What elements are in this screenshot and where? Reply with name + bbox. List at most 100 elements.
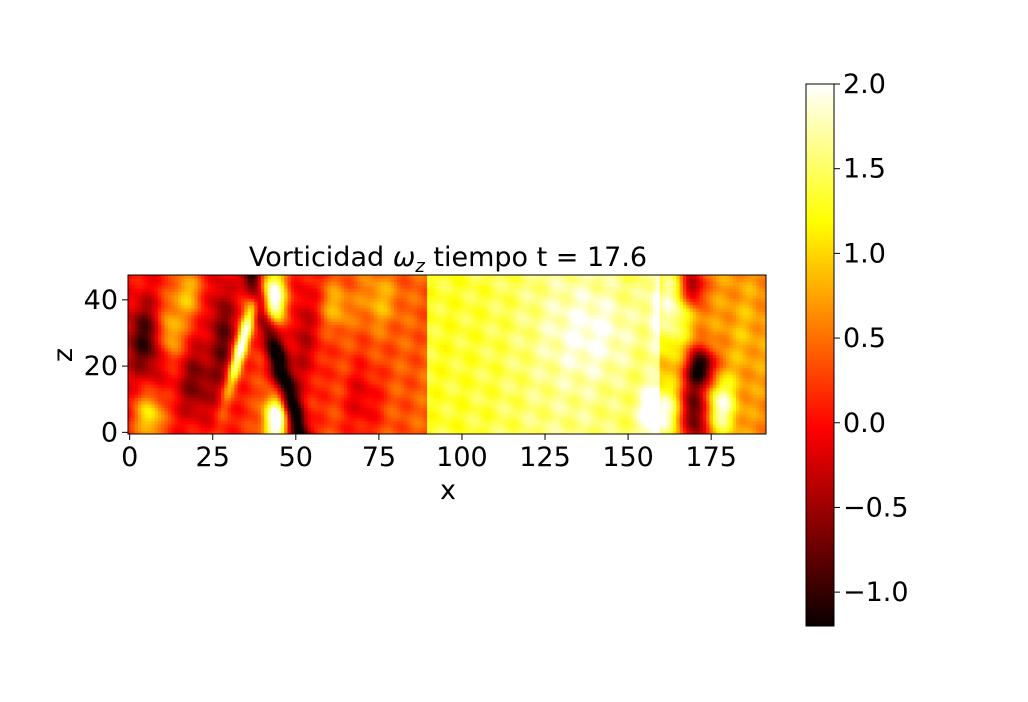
heatmap-cell [201,394,205,398]
heatmap-cell [207,351,212,355]
heatmap-cell [659,404,664,408]
heatmap-cell [440,351,445,355]
heatmap-cell [340,414,345,418]
heatmap-cell [294,347,298,352]
heatmap-cell [476,390,481,395]
heatmap-cell [513,347,518,352]
heatmap-cell [559,357,564,362]
heatmap-cell [260,371,265,375]
heatmap-cell [486,351,491,355]
heatmap-cell [752,384,757,389]
heatmap-cell [357,387,361,392]
heatmap-cell [234,347,239,352]
heatmap-cell [403,404,408,408]
heatmap-cell [473,354,478,359]
heatmap-cell [177,417,182,422]
heatmap-cell [284,390,288,395]
heatmap-cell [696,414,700,418]
heatmap-cell [141,404,146,408]
heatmap-cell [523,427,528,432]
heatmap-cell [576,367,581,372]
heatmap-cell [619,410,624,415]
heatmap-cell [460,407,465,412]
heatmap-cell [486,407,491,412]
heatmap-cell [513,367,518,372]
heatmap-cell [343,347,348,352]
heatmap-cell [250,427,255,432]
heatmap-cell [427,410,431,415]
heatmap-cell [240,357,245,362]
heatmap-cell [377,404,381,408]
heatmap-cell [330,397,335,402]
heatmap-cell [171,351,175,355]
heatmap-cell [762,377,766,382]
heatmap-cell [563,414,568,418]
heatmap-cell [280,364,285,369]
heatmap-cell [383,384,388,389]
heatmap-cell [596,427,601,432]
heatmap-cell [247,400,252,405]
heatmap-cell [224,424,229,428]
heatmap-cell [347,367,352,372]
heatmap-cell [337,430,342,434]
heatmap-cell [662,410,667,415]
heatmap-cell [559,381,564,385]
heatmap-cell [679,387,684,392]
heatmap-cell [716,394,720,398]
heatmap-cell [626,357,631,362]
heatmap-cell [197,430,202,434]
heatmap-cell [327,430,332,434]
heatmap-cell [357,371,361,375]
heatmap-cell [277,390,282,395]
heatmap-cell [423,357,428,362]
heatmap-cell [357,427,361,432]
heatmap-cell [762,430,766,434]
heatmap-cell [510,417,514,422]
heatmap-cell [383,417,388,422]
heatmap-cell [692,377,697,382]
heatmap-cell [712,357,717,362]
heatmap-cell [629,347,634,352]
heatmap-cell [520,374,524,379]
heatmap-cell [672,361,677,365]
heatmap-cell [357,390,361,395]
heatmap-cell [147,347,152,352]
heatmap-cell [144,364,149,369]
heatmap-cell [662,361,667,365]
heatmap-cell [490,361,494,365]
heatmap-cell [546,371,551,375]
heatmap-cell [536,400,541,405]
heatmap-cell [167,354,172,359]
heatmap-cell [167,410,172,415]
heatmap-cell [437,427,441,432]
heatmap-cell [154,357,159,362]
heatmap-cell [390,400,395,405]
heatmap-cell [224,394,229,398]
heatmap-cell [144,417,149,422]
heatmap-cell [540,367,544,372]
heatmap-cell [157,414,162,418]
heatmap-cell [480,394,484,398]
heatmap-cell [357,400,361,405]
heatmap-cell [417,417,421,422]
heatmap-cell [157,427,162,432]
heatmap-cell [417,374,421,379]
heatmap-cell [606,387,611,392]
heatmap-cell [669,357,674,362]
heatmap-cell [257,364,262,369]
heatmap-cell [440,427,445,432]
heatmap-cell [506,347,511,352]
heatmap-cell [373,414,378,418]
heatmap-cell [679,364,684,369]
heatmap-cell [257,390,262,395]
heatmap-cell [290,417,295,422]
heatmap-cell [530,374,534,379]
heatmap-cell [453,357,458,362]
heatmap-cell [583,420,587,425]
heatmap-cell [722,384,727,389]
heatmap-cell [167,400,172,405]
heatmap-cell [573,371,577,375]
heatmap-cell [191,397,195,402]
heatmap-cell [320,357,325,362]
heatmap-cell [443,414,448,418]
